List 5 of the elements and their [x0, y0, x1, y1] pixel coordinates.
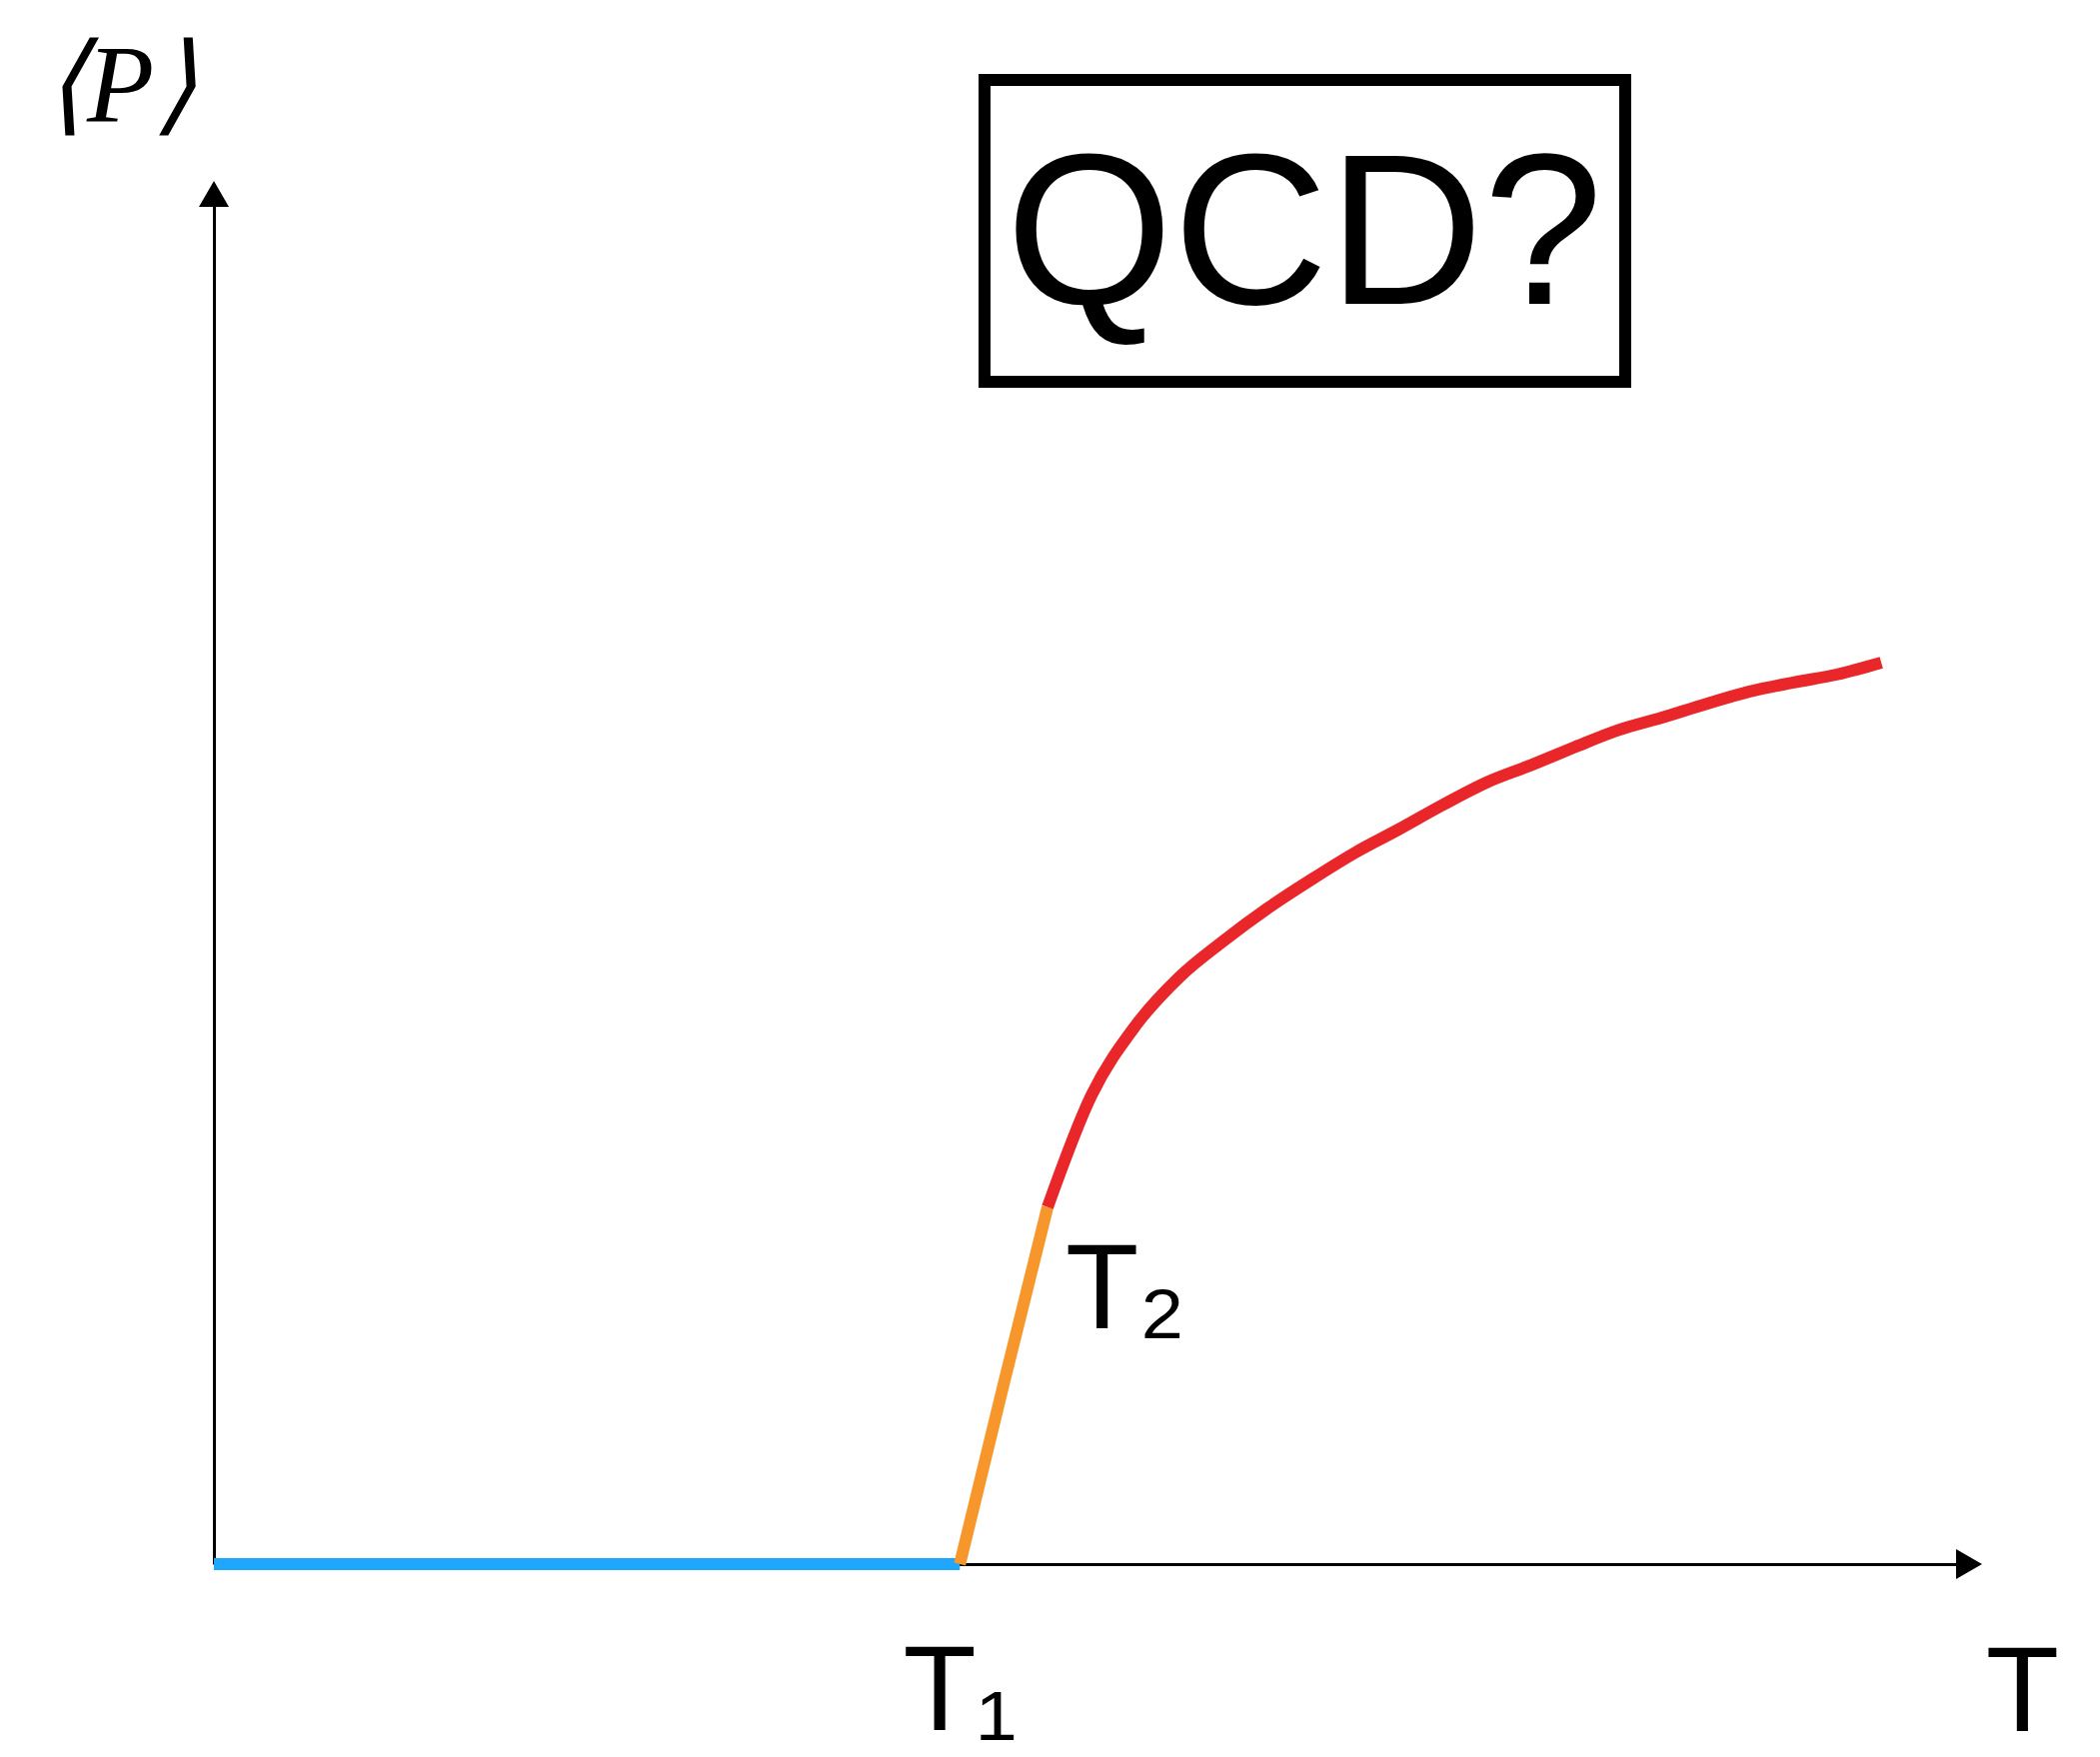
text: T₁	[903, 1621, 1018, 1755]
y-axis-title: ⟨P⟩	[43, 22, 198, 145]
x-axis-title: T	[1985, 1621, 2060, 1756]
chart-title: QCD?	[1006, 109, 1603, 350]
annotation: T₂	[1065, 1218, 1185, 1353]
